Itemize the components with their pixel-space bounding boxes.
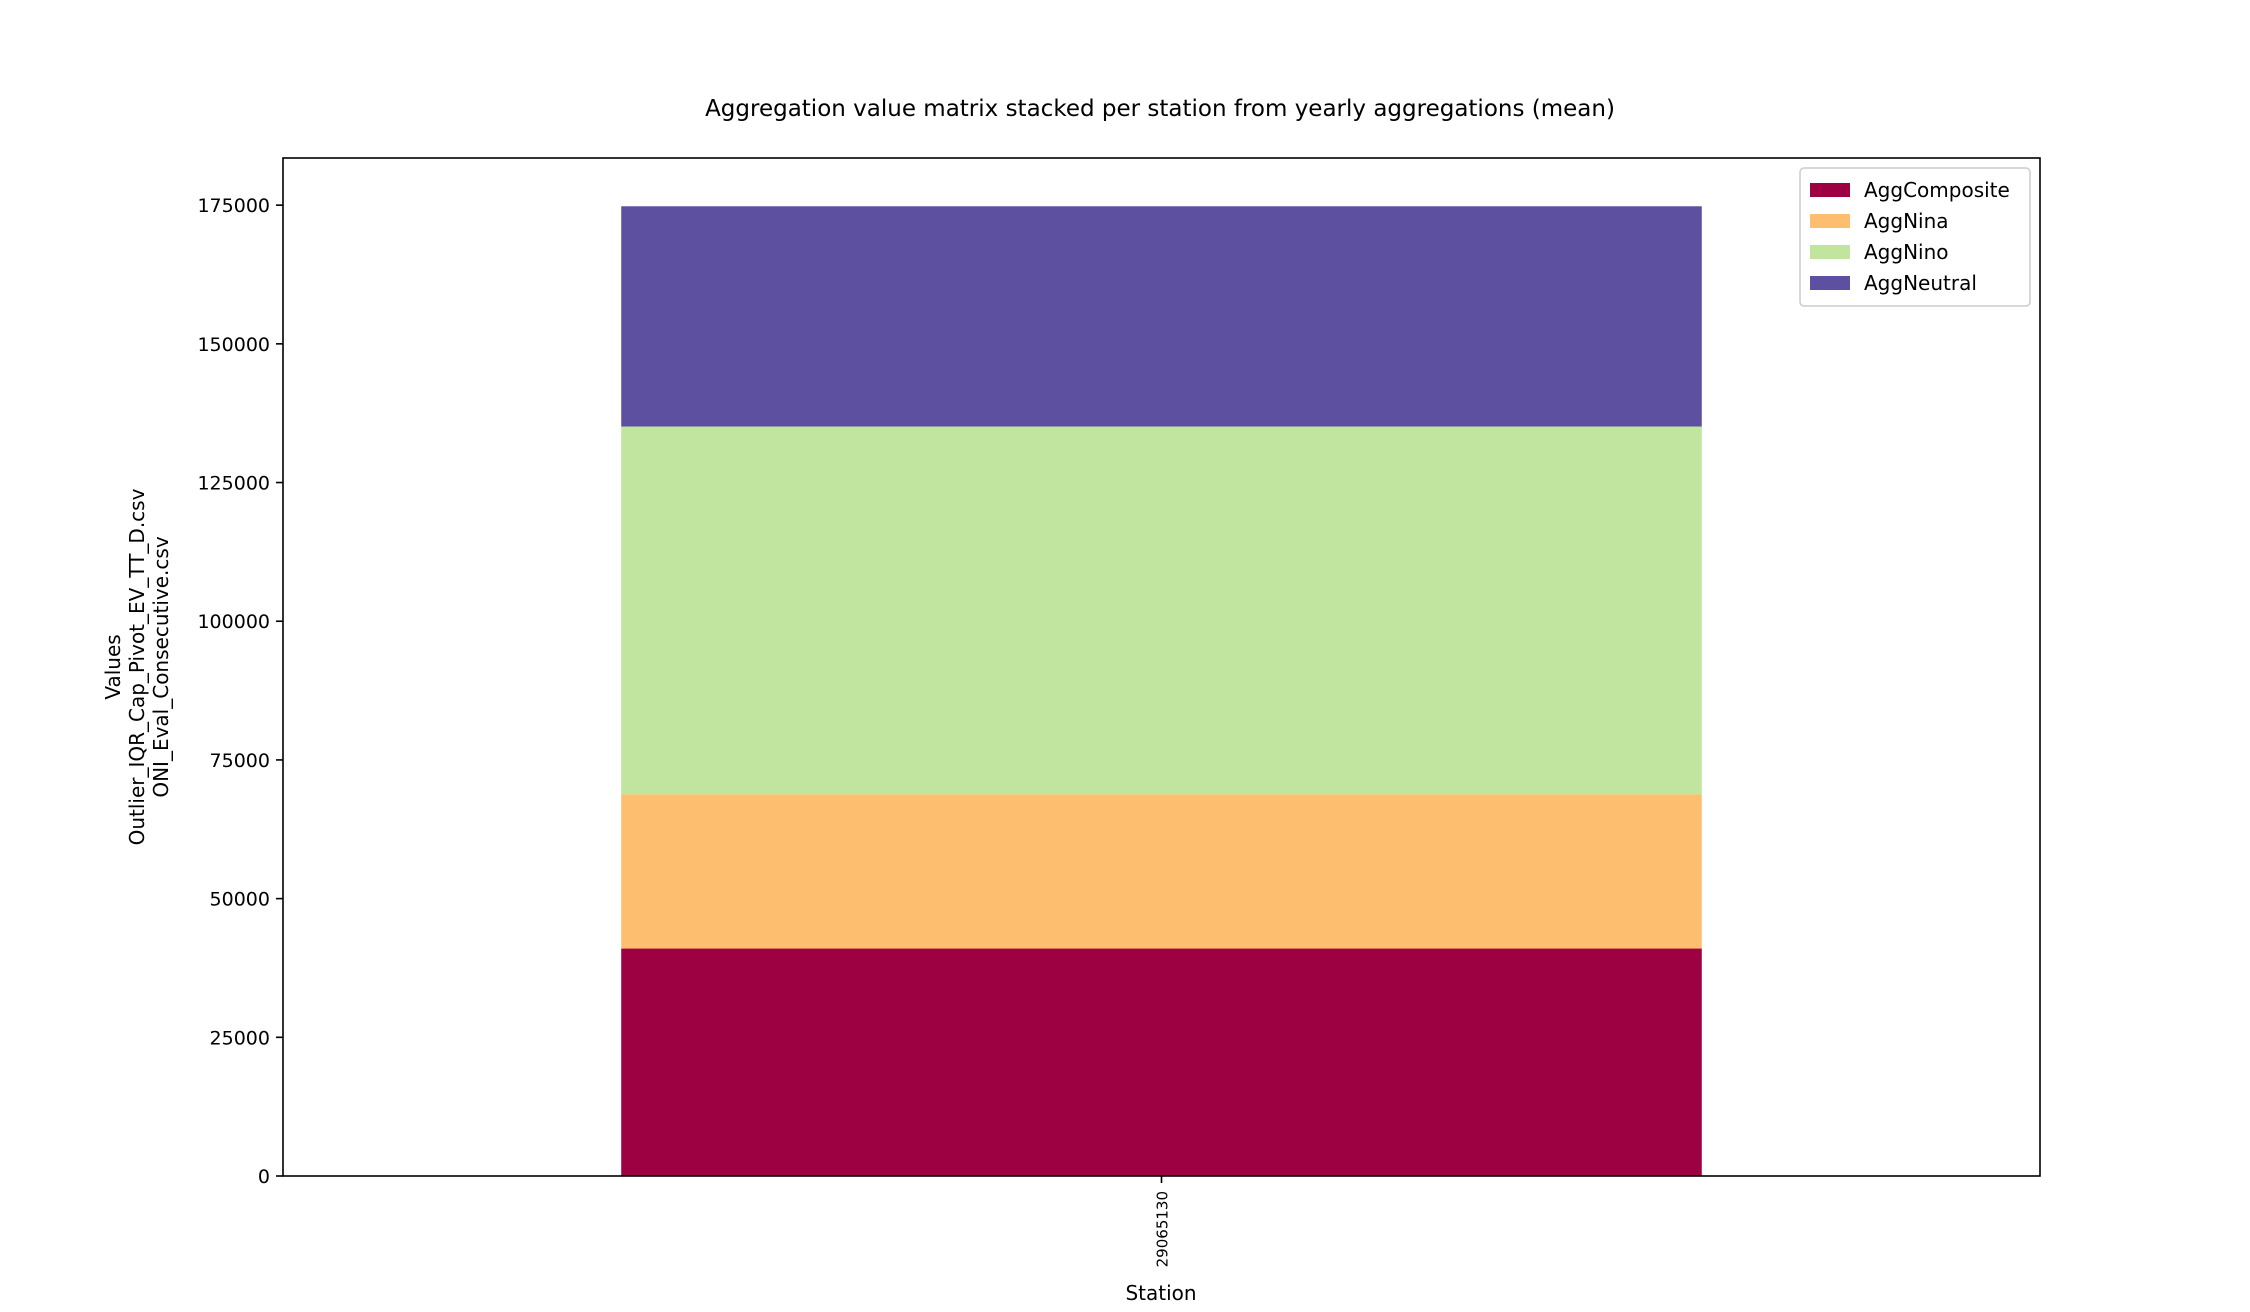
legend-label-aggcomposite: AggComposite [1864,178,2010,202]
legend-label-aggneutral: AggNeutral [1864,271,1977,295]
x-axis-label: Station [1125,1281,1196,1305]
y-tick-label: 150000 [197,334,270,356]
y-axis: 0 25000 50000 75000 100000 125000 150000 175000 [197,195,283,1188]
bar-segment-aggnino [621,426,1702,795]
y-tick-label: 50000 [210,889,270,911]
y-axis-label-line-3: ONI_Eval_Consecutive.csv [149,536,173,797]
y-tick-label: 75000 [210,750,270,772]
chart-title: Aggregation value matrix stacked per sta… [705,96,1615,122]
legend-swatch-aggcomposite [1810,183,1850,197]
bar-segment-aggcomposite [621,948,1702,1176]
y-tick-label: 100000 [197,611,270,633]
bar-segment-aggnina [621,794,1702,949]
plot-area [282,157,2041,1177]
y-axis-label: Values Outlier_IQR_Cap_Pivot_EV_TT_D.csv… [101,488,173,845]
legend-swatch-aggneutral [1810,276,1850,290]
y-tick-label: 25000 [210,1027,270,1049]
y-axis-label-line-1: Values [101,634,125,699]
x-tick-label: 29065130 [1154,1191,1172,1267]
legend-label-aggnina: AggNina [1864,209,1949,233]
bar-stack [621,206,1702,1176]
legend-swatch-aggnino [1810,245,1850,259]
y-tick-label: 175000 [197,195,270,217]
y-tick-label: 125000 [197,473,270,495]
legend-box [1799,167,2031,307]
legend-label-aggnino: AggNino [1864,240,1949,264]
bar-segment-aggneutral [621,206,1702,427]
y-tick-label: 0 [258,1166,270,1188]
legend: AggComposite AggNina AggNino AggNeutral [1799,167,2031,307]
legend-swatch-aggnina [1810,214,1850,228]
y-axis-label-line-2: Outlier_IQR_Cap_Pivot_EV_TT_D.csv [125,488,149,845]
x-axis: 29065130 [1154,1176,1172,1267]
